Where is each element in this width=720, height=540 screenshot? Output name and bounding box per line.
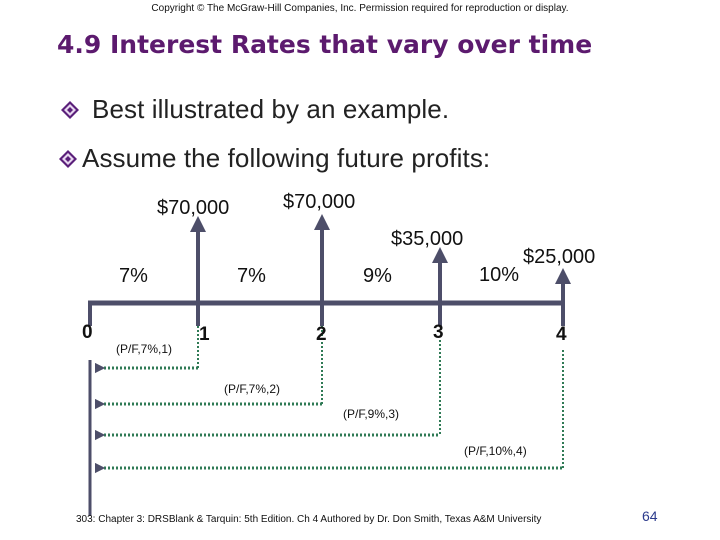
page-number: 64	[642, 508, 658, 524]
period-number: 2	[316, 324, 327, 345]
slide-title: 4.9 Interest Rates that vary over time	[57, 30, 593, 59]
cash-flow-amount: $70,000	[283, 191, 356, 213]
interest-rate-label: 9%	[363, 265, 392, 287]
bullet-item: Best illustrated by an example.	[60, 94, 449, 125]
bullet-text: Best illustrated by an example.	[92, 94, 450, 124]
diamond-bullet-icon	[59, 149, 77, 168]
period-number: 0	[82, 322, 93, 343]
interest-rate-label: 7%	[237, 265, 266, 287]
cash-flow-amount: $70,000	[157, 197, 230, 219]
pf-factor-label: (P/F,7%,1)	[116, 342, 173, 356]
bullet-text: Assume the following future profits:	[82, 143, 491, 173]
pf-factor-label: (P/F,7%,2)	[224, 382, 281, 396]
period-number: 3	[433, 322, 444, 343]
period-number: 4	[556, 324, 567, 345]
cash-flow-amount: $25,000	[523, 246, 596, 268]
interest-rate-label: 7%	[119, 265, 148, 287]
pf-factor-label: (P/F,9%,3)	[343, 407, 400, 421]
cash-flow-amount: $35,000	[391, 228, 464, 250]
interest-rate-label: 10%	[479, 264, 520, 286]
copyright-notice: Copyright © The McGraw-Hill Companies, I…	[151, 3, 569, 14]
diamond-bullet-icon	[61, 100, 79, 119]
bullet-item: Assume the following future profits:	[58, 143, 490, 174]
slide-footer: 303: Chapter 3: DRSBlank & Tarquin: 5th …	[76, 514, 542, 525]
pf-factor-label: (P/F,10%,4)	[464, 444, 527, 458]
period-number: 1	[199, 324, 210, 345]
